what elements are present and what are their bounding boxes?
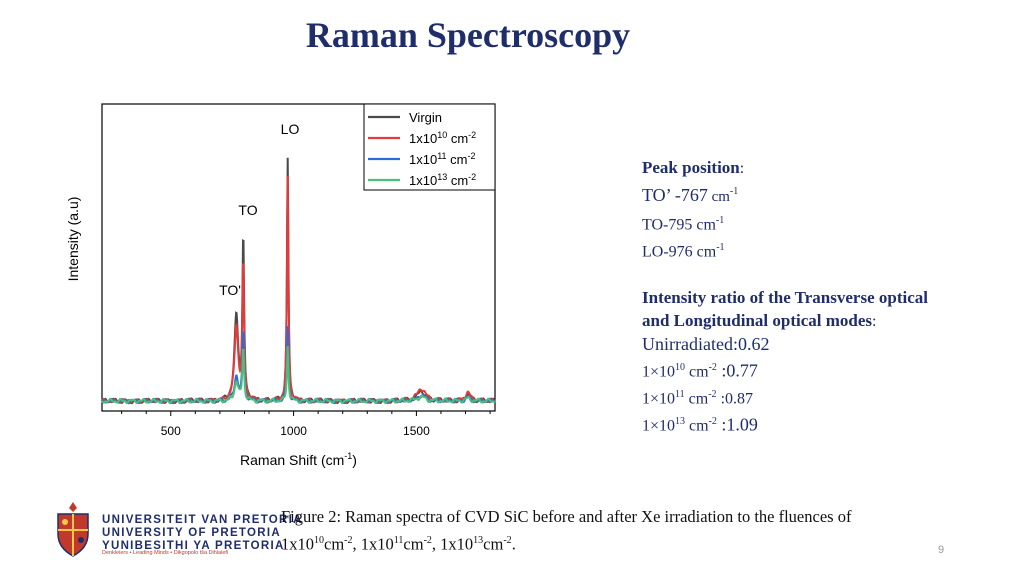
plot-frame <box>101 103 496 412</box>
legend-entry: 1x1011 cm-2 <box>409 151 476 167</box>
x-tick-label: 1000 <box>280 424 307 438</box>
ratio-1e11: 1×1011 cm-2 :0.87 <box>642 388 754 408</box>
y-axis-label: Intensity (a.u) <box>65 197 81 282</box>
series-line-2 <box>101 175 496 405</box>
peak-info-panel: Peak position: TO’ -767 cm-1 TO-795 cm-1… <box>642 156 1012 438</box>
legend-entry: 1x1013 cm-2 <box>409 172 476 188</box>
legend-box <box>363 103 496 191</box>
legend-entry: 1x1010 cm-2 <box>409 130 476 146</box>
ratio-1e10: 1×1010 cm-2 :0.77 <box>642 359 758 380</box>
peak-label: TO <box>238 202 257 218</box>
series-line-3 <box>101 326 496 405</box>
peak-to-prime: TO’ -767 cm-1 <box>642 185 739 205</box>
peak-position-heading: Peak position: <box>642 158 745 177</box>
x-tick-label: 500 <box>161 424 181 438</box>
university-logo: UNIVERSITEIT VAN PRETORIA UNIVERSITY OF … <box>52 500 301 562</box>
logo-line-afrikaans: UNIVERSITEIT VAN PRETORIA <box>102 514 303 526</box>
ratio-unirradiated: Unirradiated:0.62 <box>642 333 770 354</box>
crest-icon <box>57 502 89 557</box>
raman-chart: 500 1000 1500 Raman Shift (cm-1) Intensity … <box>65 103 496 468</box>
peak-label: TO' <box>219 282 241 298</box>
peak-to: TO-795 cm-1 <box>642 215 725 234</box>
logo-motto: Denkleiers • Leading Minds • Dikgopolo t… <box>102 550 229 556</box>
peak-label: LO <box>281 121 300 137</box>
ratio-1e13: 1×1013 cm-2 :1.09 <box>642 414 758 435</box>
peak-lo: LO-976 cm-1 <box>642 242 725 261</box>
logo-line-english: UNIVERSITY OF PRETORIA <box>102 527 281 539</box>
page-number: 9 <box>938 544 945 556</box>
logo-line-sepedi: YUNIBESITHI YA PRETORIA <box>102 540 285 552</box>
series-line-1 <box>102 157 496 405</box>
ratio-heading-line2: and Longitudinal optical modes: <box>642 310 877 330</box>
x-tick-label: 1500 <box>403 424 430 438</box>
series-line-4 <box>101 345 496 405</box>
legend-entry: Virgin <box>409 110 442 125</box>
ratio-heading-line1: Intensity ratio of the Transverse optica… <box>642 287 928 307</box>
figure-caption: Figure 2: Raman spectra of CVD SiC befor… <box>281 507 852 554</box>
x-axis-label: Raman Shift (cm-1) <box>240 451 357 468</box>
slide-title: Raman Spectroscopy <box>305 15 631 55</box>
